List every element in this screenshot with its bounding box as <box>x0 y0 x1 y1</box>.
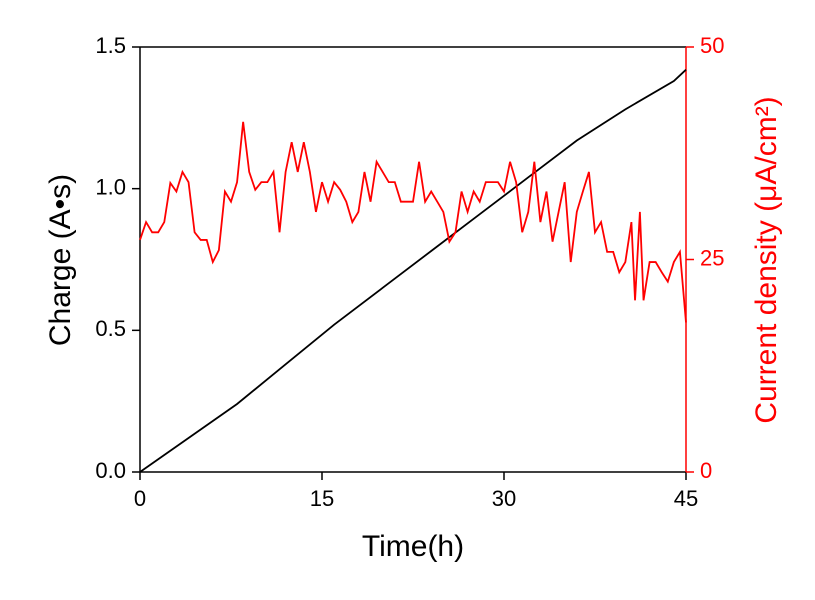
x-axis-label: Time(h) <box>362 530 464 563</box>
y2-tick-label: 25 <box>700 245 724 270</box>
y2-tick-label: 50 <box>700 33 724 58</box>
series-line <box>139 69 687 473</box>
y-tick-label: 1.0 <box>95 174 126 199</box>
y-tick-label: 0.0 <box>95 458 126 483</box>
x-tick-label: 45 <box>674 486 698 511</box>
y2-tick-label: 0 <box>700 458 712 483</box>
series-line <box>139 121 687 323</box>
x-tick-label: 30 <box>492 486 516 511</box>
x-tick-label: 15 <box>310 486 334 511</box>
y-axis-label: Charge (A•s) <box>44 174 77 346</box>
y2-axis-label: Current density (μA/cm²) <box>750 96 783 423</box>
y-tick-label: 1.5 <box>95 33 126 58</box>
x-tick-label: 0 <box>134 486 146 511</box>
y-tick-label: 0.5 <box>95 316 126 341</box>
